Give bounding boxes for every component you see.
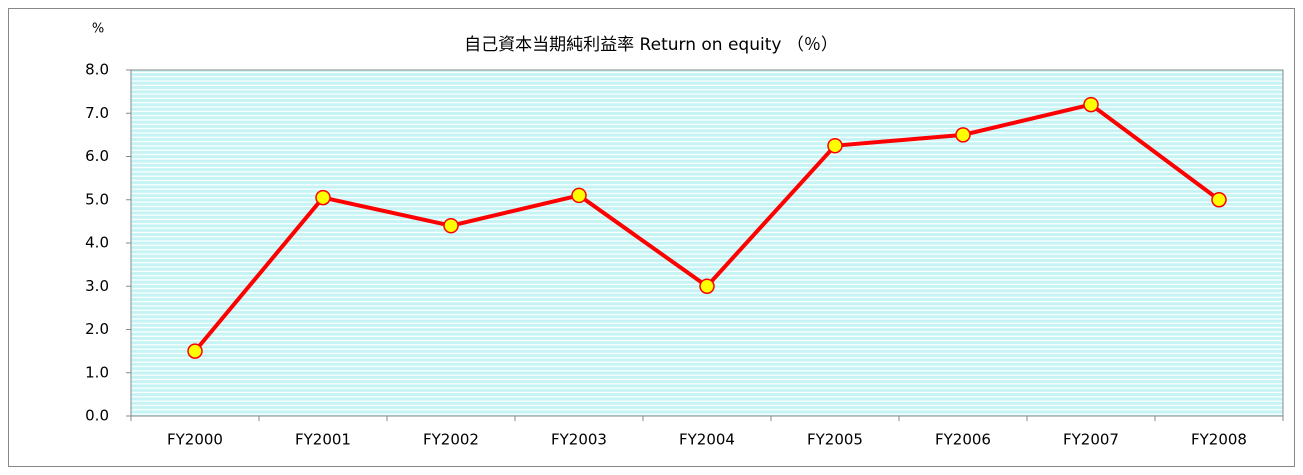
x-tick-label: FY2007	[1063, 431, 1119, 449]
point-marker	[827, 137, 843, 154]
y-tick-label: 1.0	[85, 363, 109, 381]
point-marker	[699, 278, 715, 294]
point-marker	[1211, 192, 1227, 208]
point-marker	[443, 217, 459, 234]
y-tick-label: 0.0	[85, 407, 109, 425]
point-marker	[187, 343, 203, 359]
y-tick-label: 2.0	[85, 320, 109, 338]
y-tick-label: 5.0	[85, 190, 109, 208]
y-tick-label: 4.0	[85, 234, 109, 252]
point-marker	[571, 187, 587, 204]
plot-area	[130, 69, 1284, 417]
x-tick-label: FY2008	[1191, 431, 1247, 449]
x-tick-label: FY2000	[167, 431, 223, 449]
point-marker	[315, 189, 331, 206]
x-tick-label: FY2003	[551, 431, 607, 449]
chart-title: 自己資本当期純利益率 Return on equity （％）	[464, 35, 838, 55]
x-tick-label: FY2006	[935, 431, 991, 449]
y-tick-label: 6.0	[85, 147, 109, 165]
y-tick-label: 7.0	[85, 104, 109, 122]
x-tick-label: FY2001	[295, 431, 351, 449]
y-tick-label: 3.0	[85, 277, 109, 295]
y-unit: %	[92, 22, 104, 37]
point-marker	[1083, 96, 1099, 113]
x-tick-label: FY2002	[423, 431, 479, 449]
x-tick-label: FY2004	[679, 431, 735, 449]
y-tick-label: 8.0	[85, 61, 109, 79]
x-tick-label: FY2005	[807, 431, 863, 449]
point-marker	[955, 127, 971, 143]
